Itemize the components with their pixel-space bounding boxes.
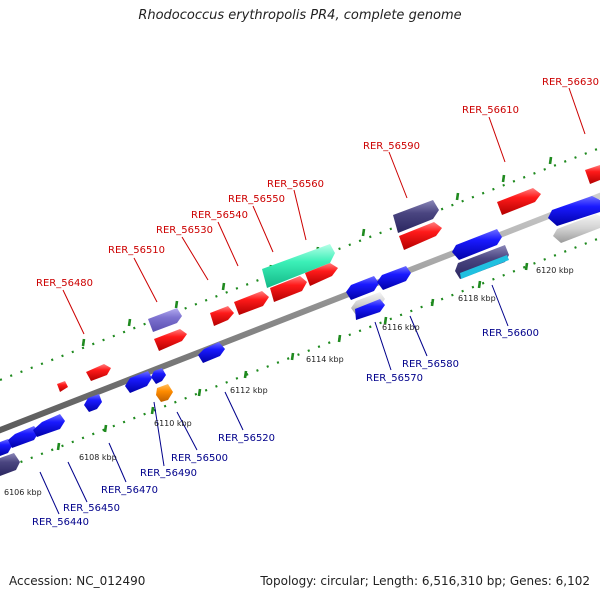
- gene-arrow[interactable]: [460, 255, 509, 279]
- gene-arrow[interactable]: [497, 188, 541, 215]
- gene-arrow[interactable]: [151, 368, 166, 384]
- gene-arrow[interactable]: [0, 453, 20, 476]
- gene-arrow[interactable]: [125, 371, 152, 393]
- gene-label[interactable]: RER_56500: [171, 453, 228, 464]
- gene-arrow[interactable]: [154, 329, 187, 351]
- gene-arrow[interactable]: [548, 196, 600, 226]
- gene-arrow[interactable]: [84, 394, 102, 412]
- gene-arrow[interactable]: [156, 384, 173, 402]
- gene-label[interactable]: RER_56450: [63, 503, 120, 514]
- gene-arrow[interactable]: [553, 214, 600, 243]
- gene-label[interactable]: RER_56520: [218, 433, 275, 444]
- scale-label: 6110 kbp: [154, 419, 192, 428]
- reverse-gene-labels: RER_56440 RER_56450 RER_56470 RER_56490 …: [32, 328, 539, 528]
- gene-label[interactable]: RER_56580: [402, 359, 459, 370]
- gene-arrow[interactable]: [86, 364, 111, 381]
- forward-gene-labels: RER_56480 RER_56510 RER_56530 RER_56540 …: [36, 77, 599, 289]
- gene-arrow[interactable]: [198, 342, 225, 363]
- gene-label[interactable]: RER_56470: [101, 485, 158, 496]
- genome-backbone: [0, 192, 600, 434]
- gene-label[interactable]: RER_56550: [228, 194, 285, 205]
- gene-arrow[interactable]: [399, 222, 442, 250]
- gene-arrow[interactable]: [393, 200, 439, 233]
- scale-label: 6118 kbp: [458, 294, 496, 303]
- gene-label[interactable]: RER_56570: [366, 373, 423, 384]
- gene-arrow[interactable]: [0, 439, 12, 456]
- gene-arrow[interactable]: [234, 291, 269, 315]
- genome-summary-text: Topology: circular; Length: 6,516,310 bp…: [260, 574, 590, 588]
- gene-label[interactable]: RER_56600: [482, 328, 539, 339]
- scale-label: 6114 kbp: [306, 355, 344, 364]
- gene-label[interactable]: RER_56480: [36, 278, 93, 289]
- gene-arrow[interactable]: [8, 426, 39, 448]
- gene-arrow[interactable]: [262, 244, 335, 288]
- gene-label[interactable]: RER_56440: [32, 517, 89, 528]
- gene-arrow[interactable]: [210, 306, 234, 326]
- gene-label[interactable]: RER_56630: [542, 77, 599, 88]
- gene-label[interactable]: RER_56610: [462, 105, 519, 116]
- forward-strand-genes: [57, 165, 600, 392]
- gene-label[interactable]: RER_56540: [191, 210, 248, 221]
- gene-arrow[interactable]: [355, 299, 385, 320]
- tick-marks: [0, 146, 600, 472]
- gene-arrow[interactable]: [33, 414, 65, 437]
- gene-arrow[interactable]: [452, 229, 502, 260]
- scale-label: 6108 kbp: [79, 453, 117, 462]
- gene-arrow[interactable]: [270, 276, 307, 302]
- gene-label[interactable]: RER_56510: [108, 245, 165, 256]
- scale-label: 6116 kbp: [382, 323, 420, 332]
- scale-label: 6112 kbp: [230, 386, 268, 395]
- accession-text: Accession: NC_012490: [9, 574, 146, 588]
- gene-label[interactable]: RER_56490: [140, 468, 197, 479]
- scale-labels: 6106 kbp 6108 kbp 6110 kbp 6112 kbp 6114…: [4, 266, 574, 497]
- gene-arrow[interactable]: [57, 381, 68, 392]
- gene-label[interactable]: RER_56530: [156, 225, 213, 236]
- reverse-strand-genes: [0, 196, 600, 476]
- scale-label: 6120 kbp: [536, 266, 574, 275]
- gene-label[interactable]: RER_56590: [363, 141, 420, 152]
- genome-title: Rhodococcus erythropolis PR4, complete g…: [138, 8, 462, 23]
- reverse-leader-lines: [39, 284, 509, 515]
- gene-arrow[interactable]: [346, 276, 379, 300]
- gene-arrow[interactable]: [148, 308, 182, 332]
- gene-arrow[interactable]: [305, 263, 338, 286]
- scale-label: 6106 kbp: [4, 488, 42, 497]
- gene-arrow[interactable]: [585, 165, 600, 184]
- forward-leader-lines: [62, 87, 586, 335]
- gene-arrow[interactable]: [377, 266, 411, 290]
- gene-label[interactable]: RER_56560: [267, 179, 324, 190]
